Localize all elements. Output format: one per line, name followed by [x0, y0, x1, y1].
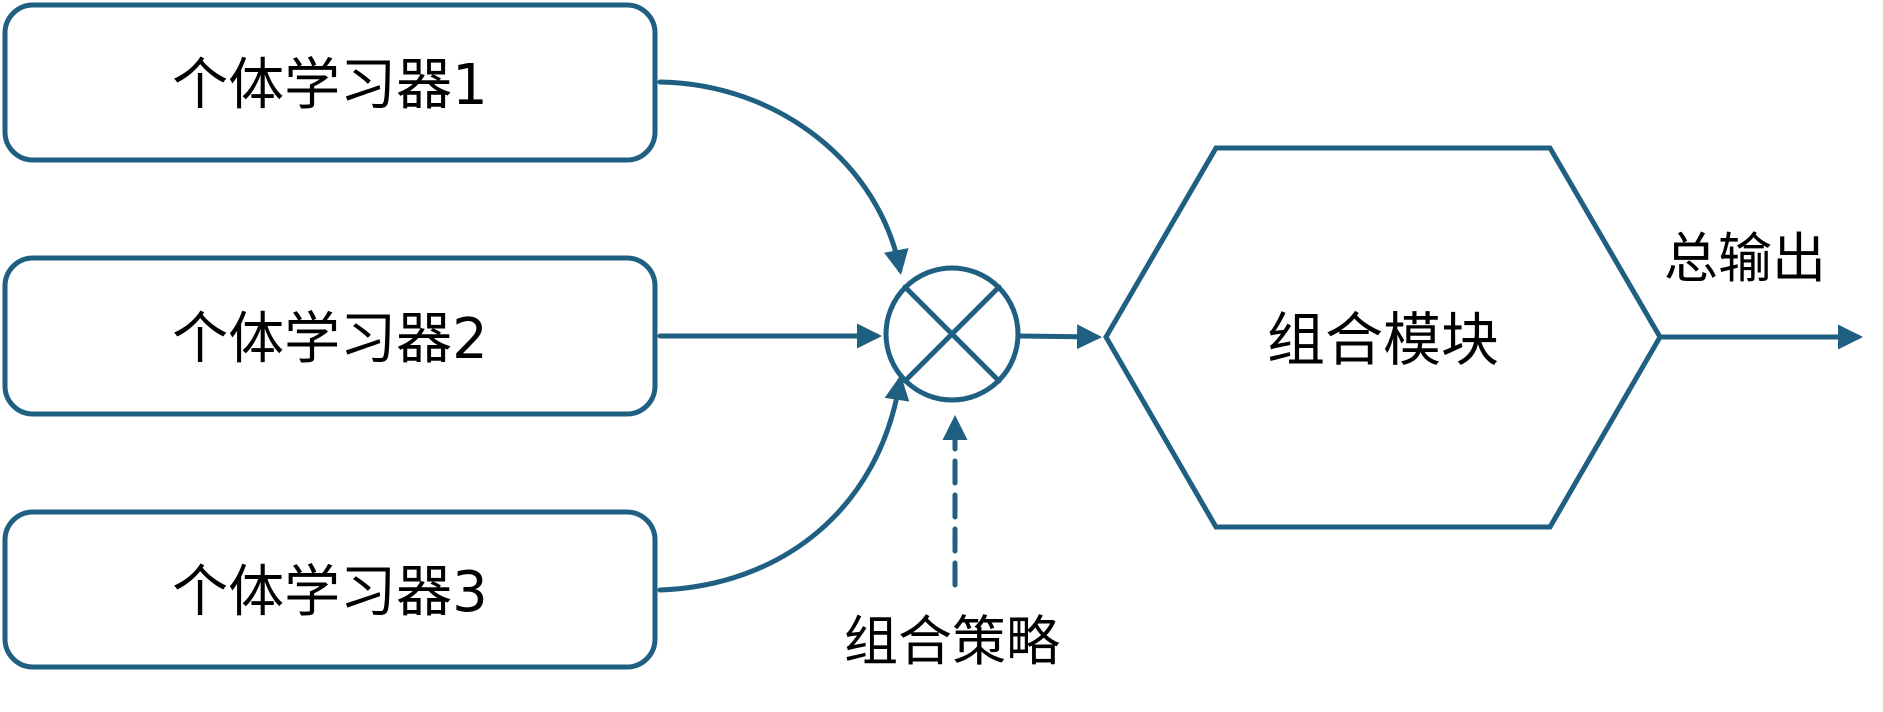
combiner-circle-x-icon [883, 265, 1021, 403]
arrow-combiner-to-module [1017, 324, 1102, 350]
output-label: 总输出 [1664, 227, 1826, 290]
module-label: 组合模块 [1267, 306, 1499, 374]
arrow-learner3-to-combiner [657, 375, 910, 593]
learner-box-2: 个体学习器2 [2, 255, 658, 417]
arrow-learner1-to-combiner [657, 79, 909, 275]
learner-label-3: 个体学习器3 [172, 560, 488, 625]
combination-module-hexagon: 组合模块 [1103, 145, 1663, 530]
learner-label-1: 个体学习器1 [172, 53, 488, 118]
learner-box-1: 个体学习器1 [2, 2, 658, 163]
learner-box-3: 个体学习器3 [2, 509, 658, 670]
learner-label-2: 个体学习器2 [172, 307, 488, 372]
strategy-label: 组合策略 [844, 610, 1060, 673]
